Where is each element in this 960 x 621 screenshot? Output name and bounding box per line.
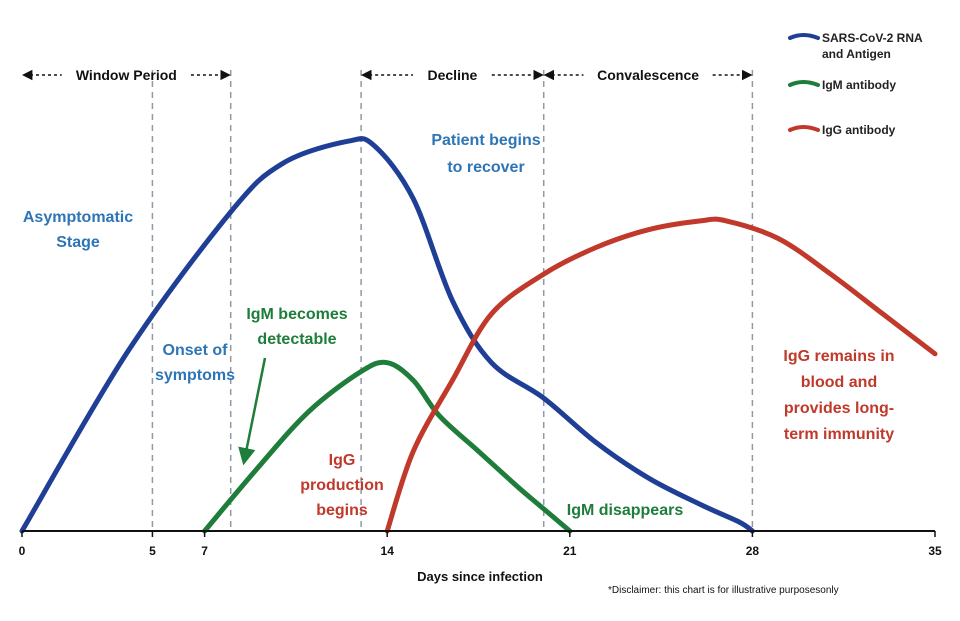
x-tick-label: 14 xyxy=(381,544,395,558)
legend-swatch xyxy=(788,80,820,87)
x-tick-label: 28 xyxy=(746,544,760,558)
legend-item-igg-antibody: IgG antibody xyxy=(788,123,896,137)
legend-swatch xyxy=(788,33,820,40)
legend: SARS-CoV-2 RNA and Antigen IgM antibody IgG… xyxy=(788,31,923,137)
patient-recover-label: Patient begins to recover xyxy=(431,132,540,176)
legend-item-sars-cov-2-rna-and-antigen: SARS-CoV-2 RNA and Antigen xyxy=(788,31,923,61)
x-axis-title: Days since infection xyxy=(417,569,543,584)
igg-production-label: IgG production begins xyxy=(300,452,384,519)
x-tick-label: 0 xyxy=(19,544,26,558)
onset-symptoms-label: Onset of symptoms xyxy=(155,342,235,384)
x-tick-label: 21 xyxy=(563,544,577,558)
igg-remains-label: IgG remains in blood and provides long-ter… xyxy=(783,348,894,443)
legend-swatch xyxy=(788,125,820,132)
igm-disappears-label: IgM disappears xyxy=(567,502,684,519)
igm-detectable-label: IgM becomes detectable xyxy=(246,306,347,348)
phase-window-period: Window Period xyxy=(21,67,231,83)
legend-label: IgG antibody xyxy=(822,123,896,137)
phase-label: Convalescence xyxy=(597,67,699,83)
phase-decline: Decline xyxy=(361,67,544,83)
asymptomatic-stage-label: Asymptomatic Stage xyxy=(23,209,133,251)
phase-markers: Window Period Decline Convalescence xyxy=(21,67,753,83)
x-tick-label: 5 xyxy=(149,544,156,558)
phase-convalescence: Convalescence xyxy=(543,67,753,83)
legend-label: SARS-CoV-2 RNA and Antigen xyxy=(822,31,923,61)
series-line-sars-cov-2-rna-and-antigen xyxy=(19,136,755,534)
disclaimer: *Disclaimer: this chart is for illustrat… xyxy=(608,585,839,596)
phase-label: Window Period xyxy=(76,67,177,83)
igm-detectable-arrow xyxy=(238,357,267,466)
legend-label: IgM antibody xyxy=(822,78,896,92)
legend-item-igm-antibody: IgM antibody xyxy=(788,78,896,92)
x-axis: 0 5 7 14 21 28 35 Days since infection xyxy=(19,530,942,584)
annotations: Asymptomatic Stage Onset of symptoms Patient… xyxy=(23,132,895,519)
x-tick-label: 7 xyxy=(201,544,208,558)
x-tick-label: 35 xyxy=(928,544,942,558)
series-line-igg-antibody xyxy=(384,216,938,534)
series-lines xyxy=(19,136,938,534)
series-line-igm-antibody xyxy=(202,359,573,534)
phase-label: Decline xyxy=(428,67,478,83)
